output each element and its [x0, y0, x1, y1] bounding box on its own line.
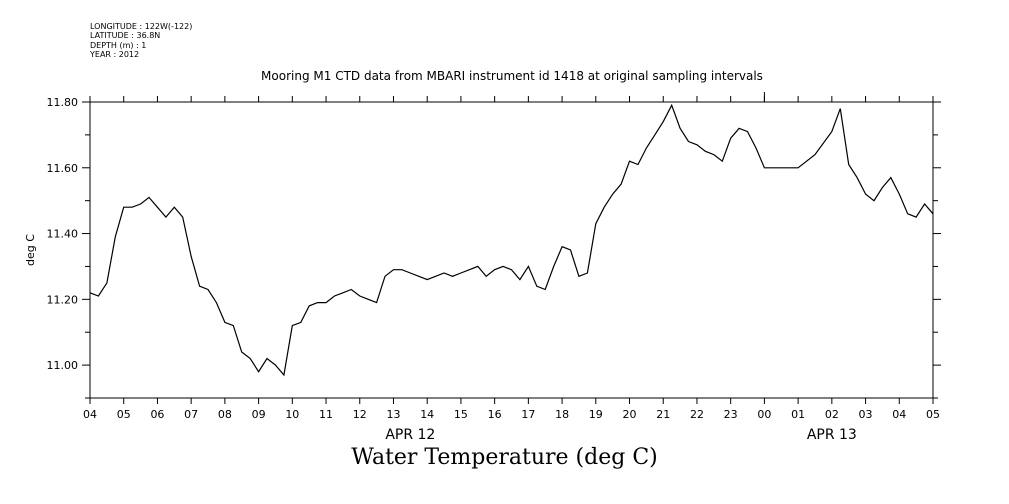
y-tick-labels: 11.00 11.20 11.40 11.60 11.80	[47, 96, 79, 372]
x-tick-label: 16	[488, 408, 502, 421]
x-tick-label: 08	[218, 408, 232, 421]
y-tick-label: 11.20	[47, 293, 79, 306]
x-tick-label: 05	[926, 408, 940, 421]
temperature-series-line	[89, 103, 934, 377]
x-tick-label: 05	[117, 408, 131, 421]
x-tick-label: 02	[825, 408, 839, 421]
x-tick-label: 12	[353, 408, 367, 421]
x-tick-label: 23	[724, 408, 738, 421]
y-tick-label: 11.00	[47, 359, 79, 372]
x-tick-labels: 04 05 06 07 08 09 10 11 12 13 14 15 16 17 18 19 20 21 22 23…	[83, 408, 940, 421]
x-tick-label: 21	[656, 408, 670, 421]
x-tick-label: 11	[319, 408, 333, 421]
metadata-year: YEAR : 2012	[90, 50, 140, 60]
chart-title: Mooring M1 CTD data from MBARI instrumen…	[261, 69, 763, 83]
x-tick-label: 04	[83, 408, 97, 421]
x-tick-label: 20	[623, 408, 637, 421]
x-tick-label: 07	[184, 408, 198, 421]
x-tick-label: 04	[892, 408, 906, 421]
x-tick-label: 19	[589, 408, 603, 421]
date-label: APR 12	[385, 427, 435, 443]
x-tick-label: 14	[420, 408, 434, 421]
page-title: Water Temperature (deg C)	[351, 445, 658, 470]
x-tick-label: 18	[555, 408, 569, 421]
x-tick-label: 15	[454, 408, 468, 421]
x-tick-label: 09	[252, 408, 266, 421]
x-tick-label: 10	[285, 408, 299, 421]
x-tick-label: 17	[521, 408, 535, 421]
plot-frame	[89, 101, 934, 399]
metadata-latitude: LATITUDE : 36.8N	[90, 31, 161, 41]
x-tick-label: 06	[150, 408, 164, 421]
y-tick-label: 11.40	[47, 228, 79, 241]
x-tick-label: 00	[757, 408, 771, 421]
metadata-block: LONGITUDE : 122W(-122) LATITUDE : 36.8N …	[90, 22, 192, 60]
x-tick-label: 22	[690, 408, 704, 421]
y-tick-label: 11.60	[47, 162, 79, 175]
y-tick-label: 11.80	[47, 96, 79, 109]
metadata-depth: DEPTH (m) : 1	[90, 40, 147, 50]
x-tick-label: 03	[859, 408, 873, 421]
metadata-longitude: LONGITUDE : 122W(-122)	[90, 22, 193, 31]
date-labels: APR 12 APR 13	[385, 427, 857, 443]
x-tick-label: 13	[386, 408, 400, 421]
y-axis-label: deg C	[24, 234, 37, 266]
axis-ticks	[82, 92, 941, 404]
x-tick-label: 01	[791, 408, 805, 421]
date-label: APR 13	[807, 427, 857, 443]
